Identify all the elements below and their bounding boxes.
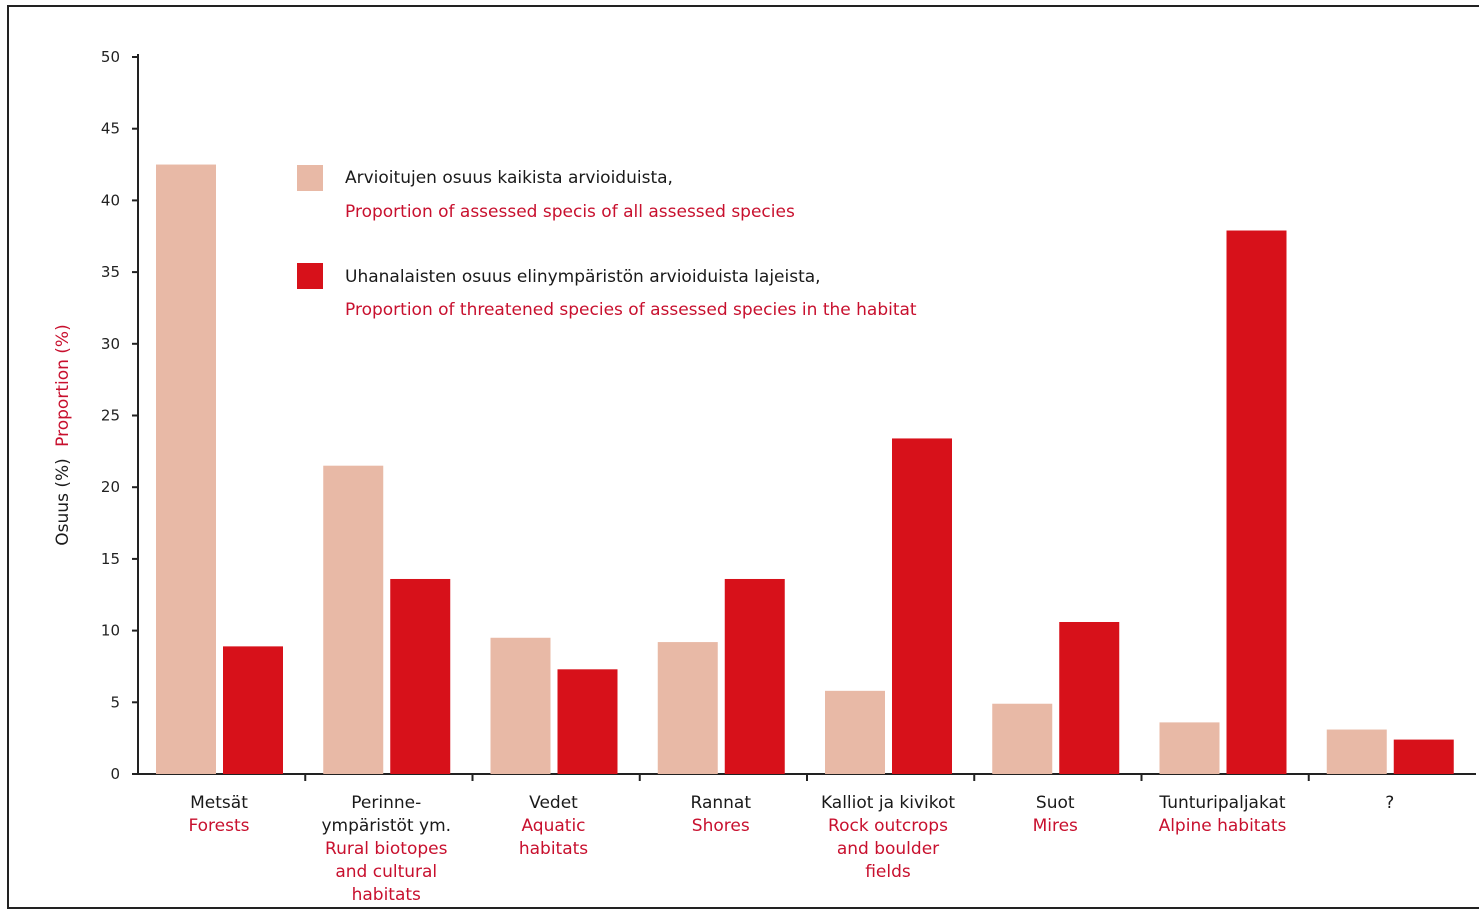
bar-assessed — [992, 703, 1053, 774]
y-tick-label: 45 — [101, 120, 120, 138]
category-label-en: Forests — [188, 816, 249, 836]
bar-assessed — [1159, 722, 1220, 774]
category-labels: Metsät Forests Perinne-ympäristöt ym. Rural… — [188, 793, 1394, 905]
bars — [156, 164, 1454, 775]
category-label-fi: Suot — [1036, 793, 1075, 813]
y-tick-label: 10 — [101, 622, 120, 640]
category-label-en: habitats — [519, 839, 588, 859]
legend-label-threatened-fi: Uhanalaisten osuus elinympäristön arvioi… — [345, 267, 821, 287]
category-label-en: fields — [865, 862, 911, 882]
category-label-fi: Kalliot ja kivikot — [821, 793, 955, 813]
bar-assessed — [156, 164, 216, 775]
y-axis-label: Osuus (%) Proportion (%) — [53, 324, 73, 545]
category-label-en: Shores — [692, 816, 750, 836]
legend: Arvioitujen osuus kaikista arvioiduista,… — [297, 165, 917, 320]
y-tick-label: 40 — [101, 191, 120, 209]
bar-threatened — [390, 578, 451, 774]
bar-threatened — [1226, 230, 1287, 774]
bar-assessed — [490, 637, 551, 774]
bar-threatened — [892, 438, 952, 774]
category-label-en: and cultural — [335, 862, 437, 882]
y-tick-label: 50 — [101, 48, 120, 66]
legend-label-assessed-en: Proportion of assessed specis of all ass… — [345, 202, 795, 222]
legend-swatch-assessed — [297, 165, 323, 191]
bar-threatened — [557, 669, 618, 774]
bar-threatened — [223, 646, 283, 774]
category-label-fi: Tunturipaljakat — [1158, 793, 1286, 813]
legend-swatch-threatened — [297, 263, 323, 289]
y-tick-label: 15 — [101, 550, 120, 568]
category-label-en: Rural biotopes — [325, 839, 448, 859]
bar-threatened — [1059, 621, 1120, 774]
category-label-en: Mires — [1033, 816, 1078, 836]
category-label-fi: ? — [1385, 793, 1394, 813]
category-label-fi: Metsät — [190, 793, 248, 813]
category-label-en: Rock outcrops — [828, 816, 948, 836]
category-label-fi: ympäristöt ym. — [321, 816, 451, 836]
y-tick-label: 25 — [101, 407, 120, 425]
category-label-fi: Vedet — [529, 793, 578, 813]
y-tick-label: 20 — [101, 478, 120, 496]
category-label-en: Aquatic — [521, 816, 585, 836]
category-label-fi: Rannat — [691, 793, 752, 813]
y-tick-label: 30 — [101, 335, 120, 353]
legend-label-assessed-fi: Arvioitujen osuus kaikista arvioiduista, — [345, 168, 673, 188]
category-label-fi: Perinne- — [351, 793, 421, 813]
bar-threatened — [724, 578, 785, 774]
y-tick-label: 35 — [101, 263, 120, 281]
bar-threatened — [1393, 739, 1454, 774]
bar-assessed — [825, 690, 885, 774]
legend-label-threatened-en: Proportion of threatened species of asse… — [345, 300, 917, 320]
y-axis-label-en: Proportion (%) — [53, 324, 73, 447]
category-label-en: Alpine habitats — [1159, 816, 1287, 836]
category-label-en: habitats — [352, 885, 421, 905]
bar-assessed — [657, 642, 718, 774]
y-axis-label-fi: Osuus (%) — [53, 458, 73, 545]
bar-assessed — [323, 465, 384, 774]
chart-border — [7, 5, 1479, 909]
y-tick-label: 0 — [110, 765, 120, 783]
category-label-en: and boulder — [837, 839, 939, 859]
y-tick-label: 5 — [110, 693, 120, 711]
bar-assessed — [1326, 729, 1387, 774]
